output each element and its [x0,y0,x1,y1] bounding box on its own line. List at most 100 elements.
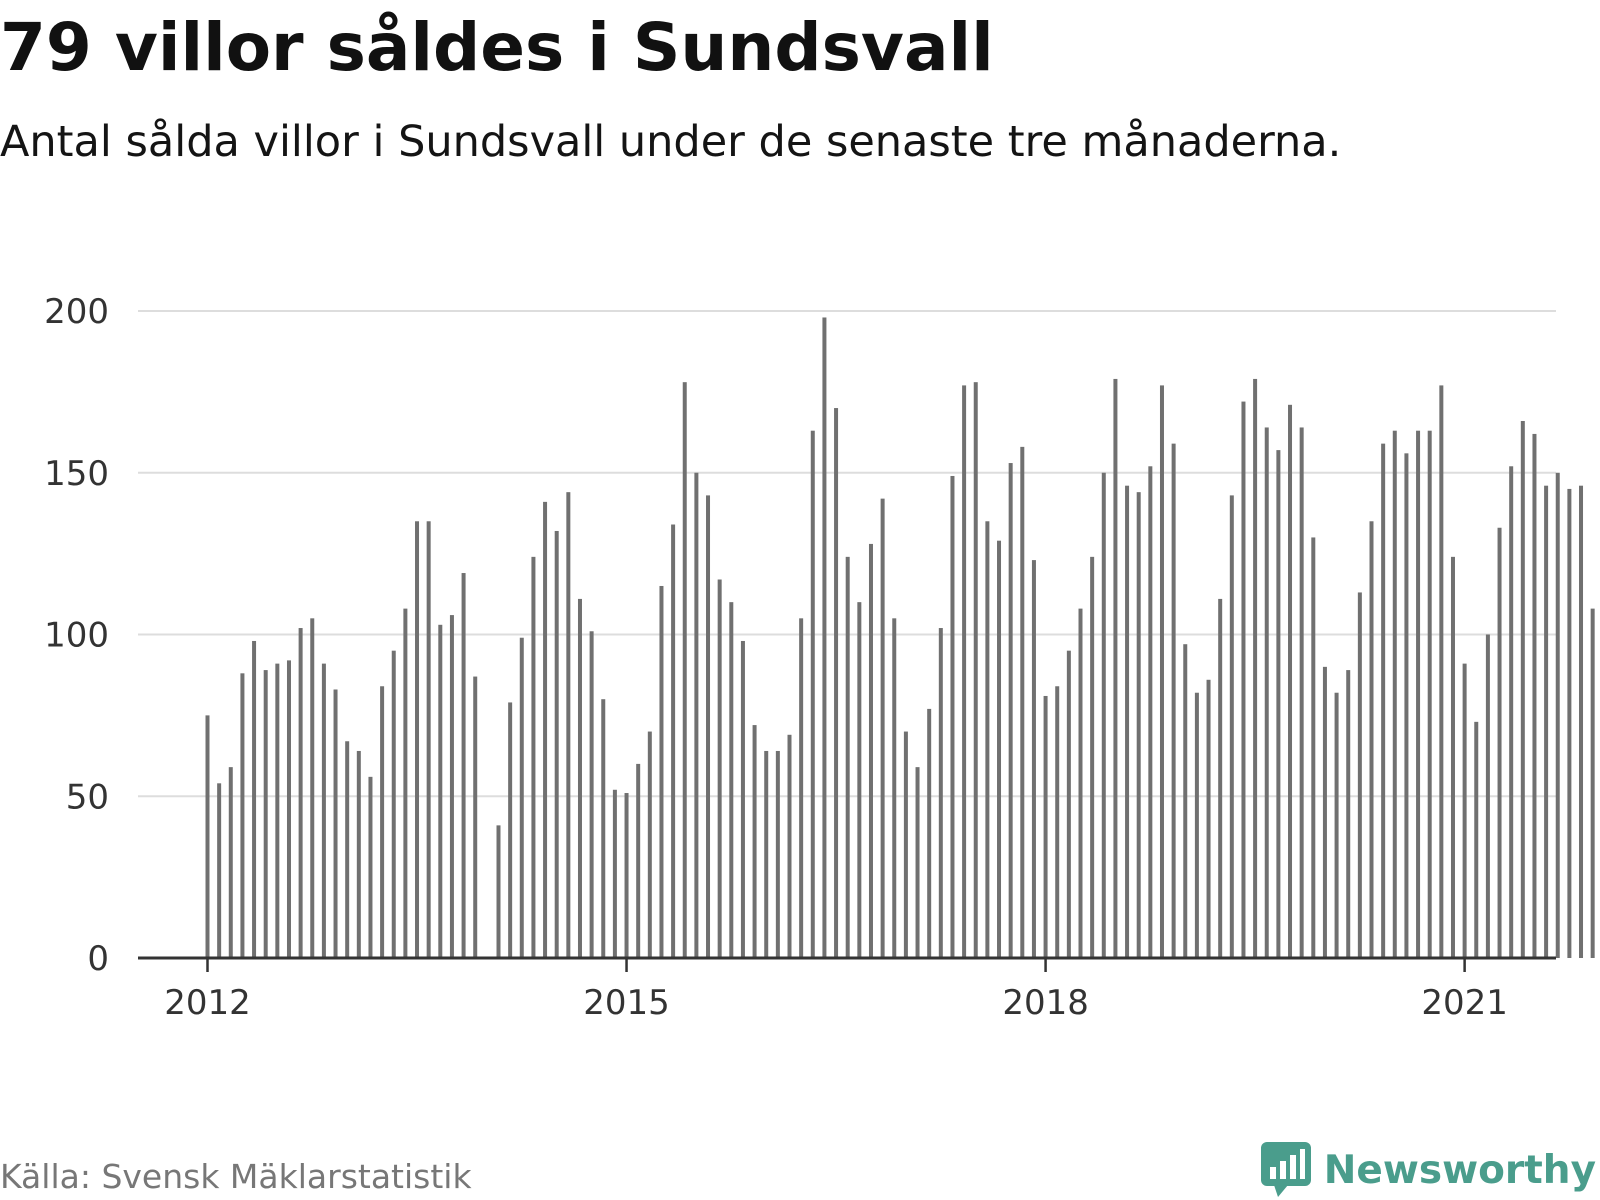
bar [368,776,373,958]
bar [1346,670,1351,958]
bar [868,543,873,958]
bar [1055,686,1060,958]
bar [589,631,594,958]
bar [1299,427,1304,959]
bar [415,521,420,958]
bar [554,530,559,958]
bar [1416,430,1421,958]
bar [985,521,990,958]
bar [1043,695,1048,958]
bar [1276,450,1281,958]
bar [1183,644,1188,958]
bar [752,725,757,958]
bar [1381,443,1386,958]
bar [1357,592,1362,958]
bar [799,618,804,958]
bar [950,475,955,958]
bar [938,628,943,958]
bar [496,825,501,958]
bar [508,702,513,958]
bar [1229,495,1234,958]
bar [263,670,268,958]
bar [717,579,722,958]
x-axis-ticks: 20122015201820212023 [164,958,1508,1023]
bar [1206,679,1211,958]
bar [577,598,582,958]
x-tick-label: 2015 [583,983,670,1023]
bar [787,734,792,958]
y-tick-label: 100 [44,616,109,656]
x-tick-label: 2018 [1002,983,1089,1023]
bar [1427,430,1432,958]
bar [1288,404,1293,958]
bar [857,602,862,958]
bar [543,501,548,958]
y-tick-label: 50 [66,777,109,817]
bar [438,624,443,958]
bar [1066,650,1071,958]
bar [217,783,222,958]
bar [1159,385,1164,958]
bar [1590,608,1595,958]
y-axis-ticks: 0 50 100 150 200 [44,292,109,979]
bar [740,640,745,958]
y-tick-label: 0 [87,939,109,979]
bar [1008,463,1013,958]
y-tick-label: 200 [44,292,109,332]
bar [1462,663,1467,958]
y-tick-label: 150 [44,454,109,494]
bar [903,731,908,958]
bar [240,673,245,958]
bar [391,650,396,958]
brand-name: Newsworthy [1323,1147,1596,1193]
bar [1509,466,1514,958]
bar [205,715,210,958]
bar [775,750,780,958]
bar [822,317,827,959]
bar [566,492,571,958]
bar [1532,433,1537,958]
bar [1544,485,1549,958]
bar [356,750,361,958]
bar [892,618,897,958]
bar [694,472,699,958]
bar [671,524,676,958]
bar [426,521,431,958]
bar [1264,427,1269,959]
bar [1369,521,1374,958]
bar [333,689,338,958]
bar [403,608,408,958]
newsworthy-logo[interactable]: Newsworthy [1260,1140,1596,1200]
bar [1497,527,1502,958]
bar [962,385,967,958]
bar [880,498,885,958]
bar [252,640,257,958]
x-tick-label: 2021 [1421,983,1508,1023]
bar [321,663,326,958]
bar [286,660,291,958]
bar [1020,446,1025,958]
bar [845,556,850,958]
bar [1125,485,1130,958]
bar [275,663,280,958]
bar [764,750,769,958]
x-tick-label: 2012 [164,983,251,1023]
bar [298,628,303,958]
bar [1579,485,1584,958]
bar [834,408,839,958]
bar [345,741,350,958]
bar [1392,430,1397,958]
bar [1241,401,1246,959]
bar [1171,443,1176,958]
bar [682,382,687,958]
bar [1322,666,1327,958]
bar [1450,556,1455,958]
chart-title: 79 villor såldes i Sundsvall [0,9,994,86]
bar [380,686,385,958]
chart-subtitle: Antal sålda villor i Sundsvall under de … [0,117,1342,167]
bar [228,767,233,958]
bar [1474,721,1479,958]
bar [659,585,664,958]
bar [612,789,617,958]
